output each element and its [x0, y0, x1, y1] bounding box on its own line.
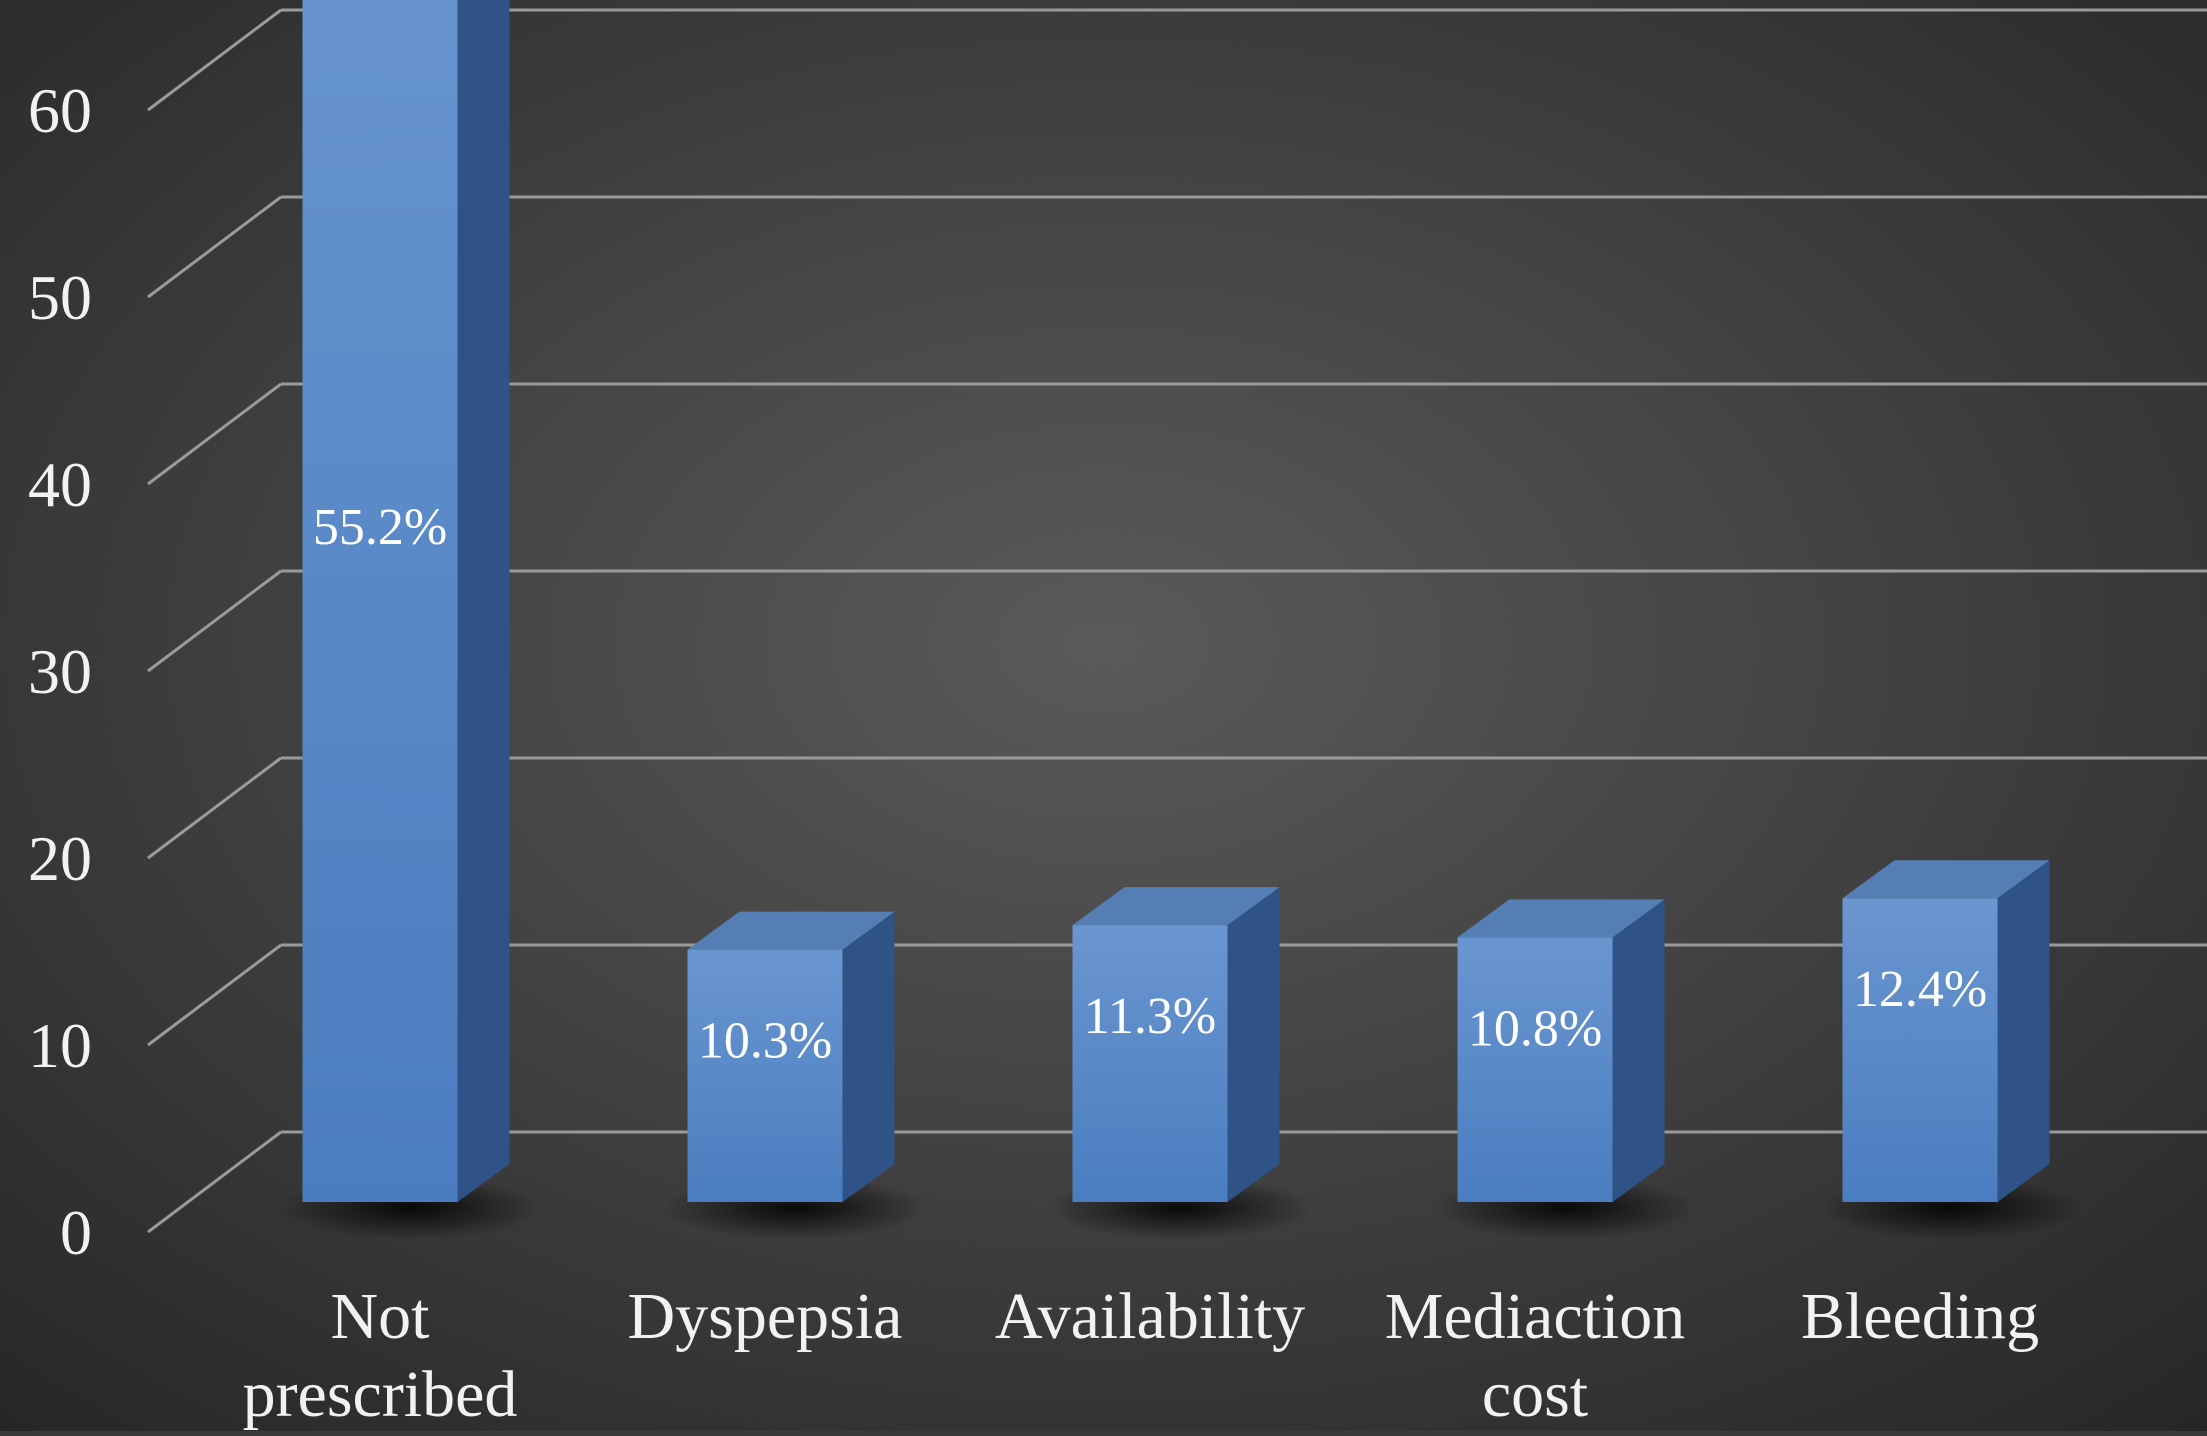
y-tick-label: 50 [28, 262, 92, 333]
y-tick-label: 40 [28, 449, 92, 520]
bar [1842, 898, 1998, 1202]
gridline-depth [147, 8, 282, 112]
data-label: 11.3% [1084, 988, 1216, 1045]
x-category-line: cost [1482, 1358, 1588, 1431]
x-category-line: Mediaction [1385, 1280, 1686, 1353]
x-category-label: Mediaction cost [1385, 1280, 1686, 1431]
gridline-depth [147, 195, 282, 299]
gridline-depth [147, 943, 282, 1047]
x-category-line: Availability [995, 1280, 1305, 1353]
bar-top [687, 911, 895, 950]
x-axis-categories: Not prescribed Dyspepsia Availability Mediac… [243, 1280, 2040, 1431]
bar-side [457, 0, 510, 1202]
x-category-line: Dyspepsia [628, 1280, 903, 1353]
bar-top [1842, 860, 2050, 899]
bar-group: 12.4% [1818, 860, 2082, 1240]
y-tick-label: 0 [60, 1197, 92, 1268]
x-category-label: Availability [995, 1280, 1305, 1353]
bar-top [1072, 887, 1280, 926]
bar [1072, 925, 1228, 1202]
bar-top [1457, 899, 1665, 938]
gridline-depth [147, 1130, 282, 1234]
bar-group: 10.3% [663, 911, 927, 1240]
bar [687, 949, 843, 1202]
gridline-depth [147, 569, 282, 673]
y-tick-label: 20 [28, 823, 92, 894]
x-category-line: Bleeding [1801, 1280, 2039, 1353]
bar [1457, 937, 1613, 1202]
y-tick-label: 30 [28, 636, 92, 707]
x-category-label: Bleeding [1801, 1280, 2039, 1353]
gridline-depth [147, 756, 282, 860]
bar [302, 0, 458, 1202]
bar-group: 10.8% [1433, 899, 1697, 1240]
y-axis-ticks: 0 10 20 30 40 50 60 [28, 75, 92, 1268]
data-label: 10.3% [698, 1013, 832, 1070]
bar-side [842, 911, 895, 1202]
bars: 55.2% 10.3% 11.3% 10.8% 12.4% [278, 0, 2082, 1240]
gridline-depth [147, 382, 282, 486]
data-label: 12.4% [1853, 961, 1987, 1018]
x-category-label: Not prescribed [243, 1280, 518, 1431]
x-category-line: Not [331, 1280, 430, 1353]
bar-side [1612, 899, 1665, 1202]
x-category-line: prescribed [243, 1358, 518, 1431]
data-label: 10.8% [1468, 1000, 1602, 1057]
x-category-label: Dyspepsia [628, 1280, 903, 1353]
bar-group: 11.3% [1048, 887, 1312, 1240]
bar-group: 55.2% [278, 0, 542, 1240]
data-label: 55.2% [313, 499, 447, 556]
y-tick-label: 10 [28, 1010, 92, 1081]
y-tick-label: 60 [28, 75, 92, 146]
bar-side [1997, 860, 2050, 1202]
bar-side [1227, 887, 1280, 1202]
